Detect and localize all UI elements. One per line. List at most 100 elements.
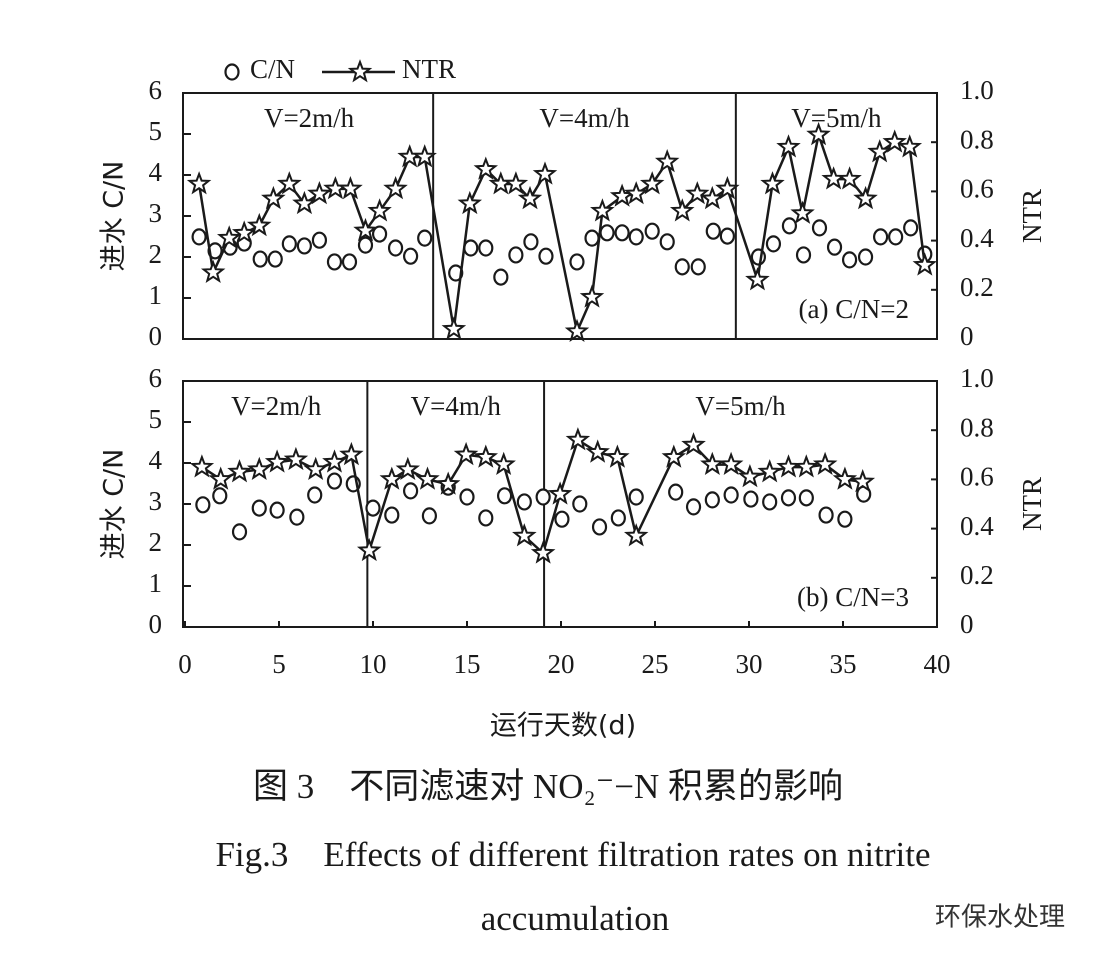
cn-point: [459, 488, 475, 506]
ntr-point: [512, 523, 537, 547]
ntr-point: [186, 171, 212, 195]
ntr-point: [246, 212, 272, 237]
ntr-point: [517, 185, 543, 210]
x-tick-label: 20: [548, 649, 575, 679]
cn-point: [269, 501, 285, 519]
cn-point: [267, 250, 283, 268]
caption-cn: 图 3 不同滤速对 NO₂⁻−N 积累的影响: [253, 767, 843, 806]
cn-point: [535, 488, 551, 506]
legend-label: NTR: [402, 54, 456, 84]
y-axis-label: 进水 C/N: [99, 449, 130, 560]
ntr-point: [231, 220, 257, 244]
cn-point: [903, 219, 919, 237]
y2-tick-label: 0.4: [960, 223, 994, 253]
cn-point: [798, 489, 814, 507]
cn-point: [463, 239, 479, 257]
cn-point: [719, 227, 735, 245]
ntr-point: [246, 456, 272, 481]
cn-point: [421, 507, 437, 525]
ntr-point: [227, 459, 252, 483]
x-tick-label: 40: [924, 649, 951, 679]
panel-note: (a) C/N=2: [799, 294, 909, 324]
ntr-point: [435, 471, 461, 495]
ntr-point: [623, 181, 649, 205]
cn-point: [668, 483, 684, 501]
ntr-point: [760, 171, 785, 195]
y2-tick-label: 1.0: [960, 363, 994, 393]
ntr-point: [590, 198, 615, 222]
y2-tick-label: 0.6: [960, 462, 994, 492]
ntr-point: [412, 144, 437, 168]
ntr-point: [261, 185, 286, 210]
ntr-point: [379, 466, 405, 490]
x-tick-label: 10: [360, 649, 387, 679]
cn-point: [417, 229, 433, 247]
ntr-point: [457, 190, 483, 215]
ntr-point: [277, 171, 302, 195]
cn-point: [690, 258, 706, 276]
cn-point: [841, 251, 858, 269]
ntr-point: [339, 441, 364, 466]
ntr-point: [208, 466, 233, 490]
cn-point: [644, 222, 660, 240]
ntr-point: [189, 454, 215, 478]
cn-point: [888, 228, 904, 246]
x-axis-label: 运行天数(d): [490, 711, 636, 742]
cn-point: [387, 239, 404, 257]
ntr-point: [821, 166, 846, 190]
ntr-point: [790, 200, 815, 224]
y-tick-label: 3: [149, 486, 163, 516]
cn-point: [765, 235, 782, 253]
cn-point: [538, 247, 554, 265]
y-tick-label: 1: [149, 280, 163, 310]
segment-label: V=2m/h: [231, 391, 322, 421]
cn-point: [659, 233, 675, 251]
x-tick-label: 35: [830, 649, 857, 679]
ntr-point: [685, 181, 710, 205]
ntr-point: [383, 176, 408, 200]
cn-point: [723, 486, 739, 504]
segment-label: V=5m/h: [791, 103, 882, 133]
ntr-point: [806, 121, 831, 146]
ntr-point: [897, 134, 923, 158]
ntr-point: [491, 451, 516, 476]
y-tick-label: 4: [149, 157, 163, 187]
cn-point: [508, 246, 524, 264]
legend-label: C/N: [250, 54, 295, 84]
cn-point: [674, 258, 690, 276]
cn-point: [289, 508, 305, 526]
cn-point: [478, 239, 494, 257]
ntr-point: [661, 444, 687, 468]
ntr-point: [794, 454, 819, 478]
cn-point: [478, 509, 494, 527]
y-tick-label: 0: [149, 321, 163, 351]
watermark: 环保水处理: [935, 903, 1065, 933]
ntr-point: [718, 451, 744, 476]
cn-point: [281, 235, 297, 253]
cn-point: [795, 246, 812, 264]
cn-point: [857, 248, 874, 266]
x-tick-label: 30: [736, 649, 763, 679]
segment-label: V=5m/h: [695, 391, 786, 421]
y-tick-label: 0: [149, 609, 163, 639]
segment-label: V=4m/h: [539, 103, 630, 133]
cn-point: [403, 482, 419, 500]
ntr-point: [356, 537, 382, 562]
segment-label: V=2m/h: [264, 103, 355, 133]
cn-point: [780, 489, 797, 507]
y2-tick-label: 0.2: [960, 560, 994, 590]
y2-tick-label: 1.0: [960, 75, 994, 105]
ntr-point: [565, 427, 591, 451]
ntr-point: [654, 149, 680, 173]
y2-tick-label: 0.6: [960, 174, 994, 204]
cn-point: [516, 493, 532, 511]
x-tick-label: 5: [272, 649, 286, 679]
cn-point: [403, 247, 419, 265]
y2-axis-label: NTR: [1017, 477, 1047, 531]
ntr-point: [882, 129, 907, 153]
cn-point: [497, 487, 513, 505]
ntr-point: [853, 185, 878, 210]
ntr-point: [216, 225, 242, 249]
